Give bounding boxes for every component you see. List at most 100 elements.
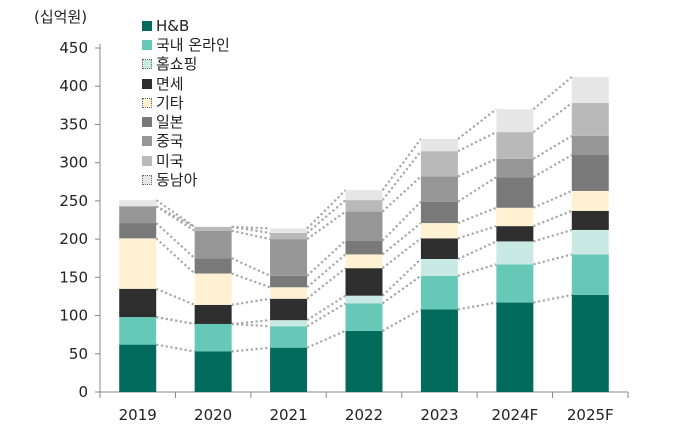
bar-segment [496, 302, 534, 392]
connector-line [381, 308, 422, 332]
chart-axes: 0 50 100 150 200 250 300 350 400 450 2019 2020 2021 2… [59, 39, 629, 424]
bar-segment [345, 211, 383, 241]
bar-segment [496, 109, 534, 133]
connector-line [231, 297, 271, 306]
bar-segment [420, 258, 458, 276]
bar-segment [420, 223, 458, 239]
bar-segment [270, 239, 308, 276]
legend-item: H&B [142, 16, 230, 35]
x-tick-label: 2025F [567, 406, 614, 424]
connector-line [532, 154, 573, 179]
connector-line [156, 343, 195, 353]
bar-segment [420, 238, 458, 259]
connector-line [533, 253, 573, 266]
legend-item: 면세 [142, 74, 230, 93]
bar-segment [194, 304, 232, 324]
bar-segment [420, 151, 458, 177]
connector-line [533, 228, 573, 243]
y-tick-label: 400 [59, 77, 88, 95]
legend-label: 국내 온라인 [156, 35, 230, 54]
bar-segment [194, 258, 232, 274]
connector-line [231, 225, 271, 230]
bar-segment [496, 241, 534, 265]
bar-segment [194, 273, 232, 305]
connector-line [532, 209, 573, 228]
connector-line [155, 287, 196, 306]
connector-line [381, 138, 422, 191]
legend-label: 미국 [156, 151, 184, 170]
bar-segment [345, 190, 383, 201]
bar-segment [496, 226, 534, 242]
legend-label: H&B [156, 16, 190, 35]
bar-segment [496, 132, 534, 159]
legend-swatch [142, 39, 152, 50]
connector-line [231, 257, 271, 277]
bar-segment [420, 201, 458, 224]
connector-line [231, 272, 271, 289]
bar-segment [119, 206, 157, 224]
y-tick-label: 100 [59, 307, 88, 325]
connector-line [155, 199, 196, 228]
connector-line [306, 267, 347, 300]
bar-segment [119, 223, 157, 239]
bar-segment [270, 232, 308, 240]
bar-segment [194, 226, 232, 231]
connector-line [155, 222, 196, 260]
connector-line [156, 316, 195, 326]
bar-segment [571, 254, 609, 295]
legend-label: 동남아 [156, 171, 198, 190]
chart-bars [119, 77, 609, 392]
bar-segment [496, 158, 534, 178]
bar-segment [571, 294, 609, 392]
bar-segment [345, 303, 383, 331]
legend-swatch [142, 97, 152, 108]
bar-segment [345, 240, 383, 255]
legend-label: 홈쇼핑 [156, 55, 198, 74]
connector-lines [155, 76, 573, 353]
connector-line [457, 108, 498, 140]
bar-segment [270, 347, 308, 392]
connector-line [306, 294, 347, 322]
x-tick-label: 2020 [194, 406, 232, 424]
bar-segment [345, 200, 383, 212]
bar-segment [345, 254, 383, 269]
connector-line [306, 239, 347, 277]
x-tick-label: 2022 [345, 406, 383, 424]
connector-line [457, 263, 497, 277]
connector-line [381, 222, 422, 256]
connector-line [381, 274, 422, 305]
connector-line [457, 301, 497, 311]
bar-segment [571, 190, 609, 211]
bar-segment [194, 323, 232, 352]
legend-item: 일본 [142, 112, 230, 131]
legend: H&B 국내 온라인 홈쇼핑 면세 기타 일본 중국 미국 동남아 [142, 16, 230, 190]
bar-segment [119, 288, 157, 318]
connector-line [381, 175, 422, 213]
bar-segment [119, 200, 157, 207]
connector-line [532, 134, 573, 160]
y-tick-label: 150 [59, 268, 88, 286]
y-tick-label: 200 [59, 230, 88, 248]
bar-segment [345, 330, 383, 392]
legend-swatch [142, 155, 152, 166]
bar-segment [270, 298, 308, 321]
legend-label: 중국 [156, 132, 184, 151]
x-tick-label: 2019 [119, 406, 157, 424]
y-tick-label: 350 [59, 115, 88, 133]
legend-swatch [142, 59, 152, 70]
legend-item: 동남아 [142, 170, 230, 189]
connector-line [532, 102, 573, 133]
connector-line [533, 293, 573, 304]
bar-segment [571, 77, 609, 104]
connector-line [457, 157, 497, 178]
bar-segment [270, 287, 308, 299]
bar-segment [345, 295, 383, 304]
legend-item: 기타 [142, 93, 230, 112]
connector-line [381, 200, 422, 242]
connector-line [457, 240, 497, 260]
legend-swatch [142, 175, 152, 186]
connector-line [306, 189, 347, 230]
y-tick-label: 450 [59, 39, 88, 57]
y-tick-label: 300 [59, 154, 88, 172]
